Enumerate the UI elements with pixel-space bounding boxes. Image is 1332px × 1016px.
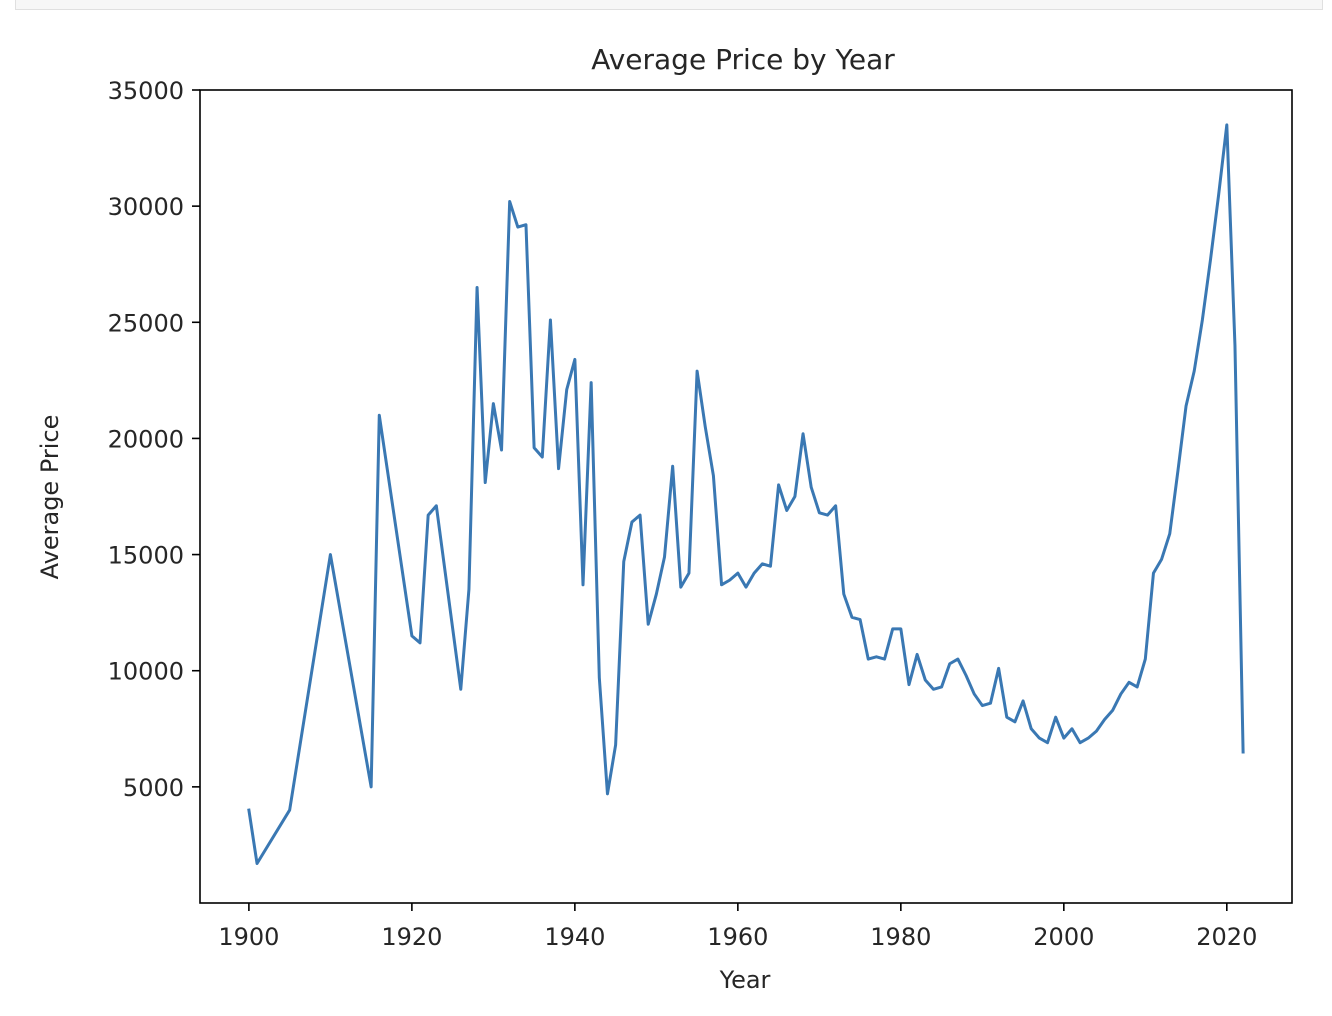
x-tick-label: 1980: [870, 923, 931, 951]
x-axis: 1900 1920 1940 1960 1980 2000 2020: [218, 903, 1257, 951]
x-axis-label: Year: [719, 966, 771, 994]
series-line-0: [247, 123, 1245, 866]
x-tick-label: 1900: [218, 923, 279, 951]
y-tick-label: 5000: [123, 774, 184, 802]
top-strip: [15, 0, 1323, 10]
plot-area: [199, 89, 1293, 904]
y-axis-label: Average Price: [36, 415, 64, 580]
x-tick-label: 2020: [1196, 923, 1257, 951]
y-tick-label: 30000: [108, 193, 184, 221]
x-tick-label: 1940: [544, 923, 605, 951]
y-tick-label: 25000: [108, 309, 184, 337]
y-tick-label: 15000: [108, 542, 184, 570]
plot-frame: [199, 89, 1293, 904]
y-tick-label: 10000: [108, 658, 184, 686]
chart-title: Average Price by Year: [591, 43, 895, 76]
x-tick-label: 2000: [1033, 923, 1094, 951]
x-tick-label: 1920: [381, 923, 442, 951]
y-axis: 5000 10000 15000 20000 25000 30000 35000: [108, 77, 200, 802]
y-tick-label: 35000: [108, 77, 184, 105]
y-tick-label: 20000: [108, 425, 184, 453]
x-tick-label: 1960: [707, 923, 768, 951]
